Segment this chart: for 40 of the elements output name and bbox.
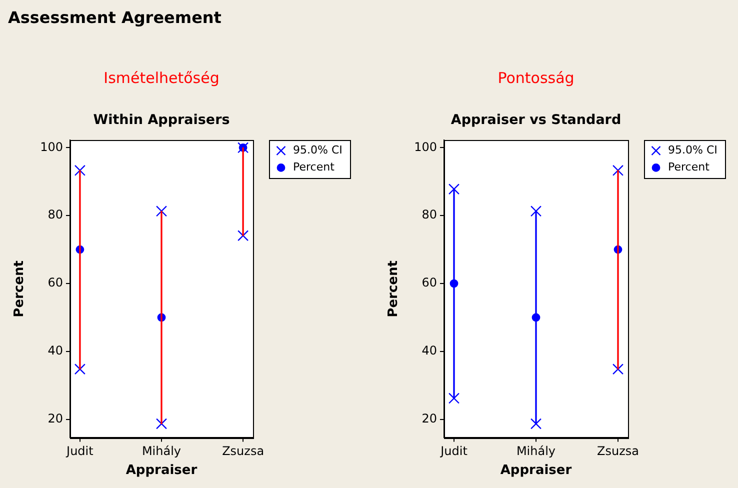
point: [612, 164, 624, 176]
legend-label: Percent: [293, 160, 336, 174]
x-tick-label: Zsuzsa: [597, 444, 639, 458]
x-tick-label: Zsuzsa: [222, 444, 264, 458]
point: [156, 206, 168, 217]
point: [530, 418, 542, 430]
point: [448, 184, 460, 195]
point: [612, 364, 624, 375]
chart-subtitle: Ismételhetőség: [104, 69, 220, 87]
point: [448, 392, 460, 404]
point: [238, 230, 249, 242]
y-tick-label: 20: [422, 411, 437, 426]
point: [156, 418, 168, 430]
point: [74, 364, 86, 375]
chart-title: Within Appraisers: [93, 112, 230, 128]
y-axis-title: Percent: [12, 260, 28, 318]
x-tick-label: Judit: [440, 444, 468, 458]
x-tick-label: Mihály: [516, 444, 556, 458]
x-axis-title: Appraiser: [126, 463, 198, 478]
y-tick-label: 100: [414, 140, 437, 154]
y-tick-label: 20: [48, 411, 63, 426]
y-axis-title: Percent: [386, 260, 402, 318]
y-tick-label: 80: [422, 208, 437, 222]
y-tick-label: 40: [422, 344, 437, 358]
y-tick-label: 80: [48, 208, 63, 222]
y-tick-label: 60: [48, 276, 63, 290]
point: [530, 206, 542, 217]
point: [74, 164, 86, 176]
x-tick-label: Judit: [66, 444, 94, 458]
y-tick-label: 40: [48, 344, 63, 358]
legend-label: 95.0% CI: [668, 144, 718, 157]
y-tick-label: 60: [422, 276, 437, 290]
legend-label: 95.0% CI: [293, 144, 342, 157]
x-axis-title: Appraiser: [500, 463, 572, 478]
chart-subtitle: Pontosság: [498, 69, 574, 87]
chart-title: Appraiser vs Standard: [450, 112, 622, 128]
text: Assessment Agreement: [8, 8, 222, 27]
y-tick-label: 100: [40, 140, 63, 154]
x-tick-label: Mihály: [142, 444, 182, 458]
legend-label: Percent: [668, 160, 710, 174]
